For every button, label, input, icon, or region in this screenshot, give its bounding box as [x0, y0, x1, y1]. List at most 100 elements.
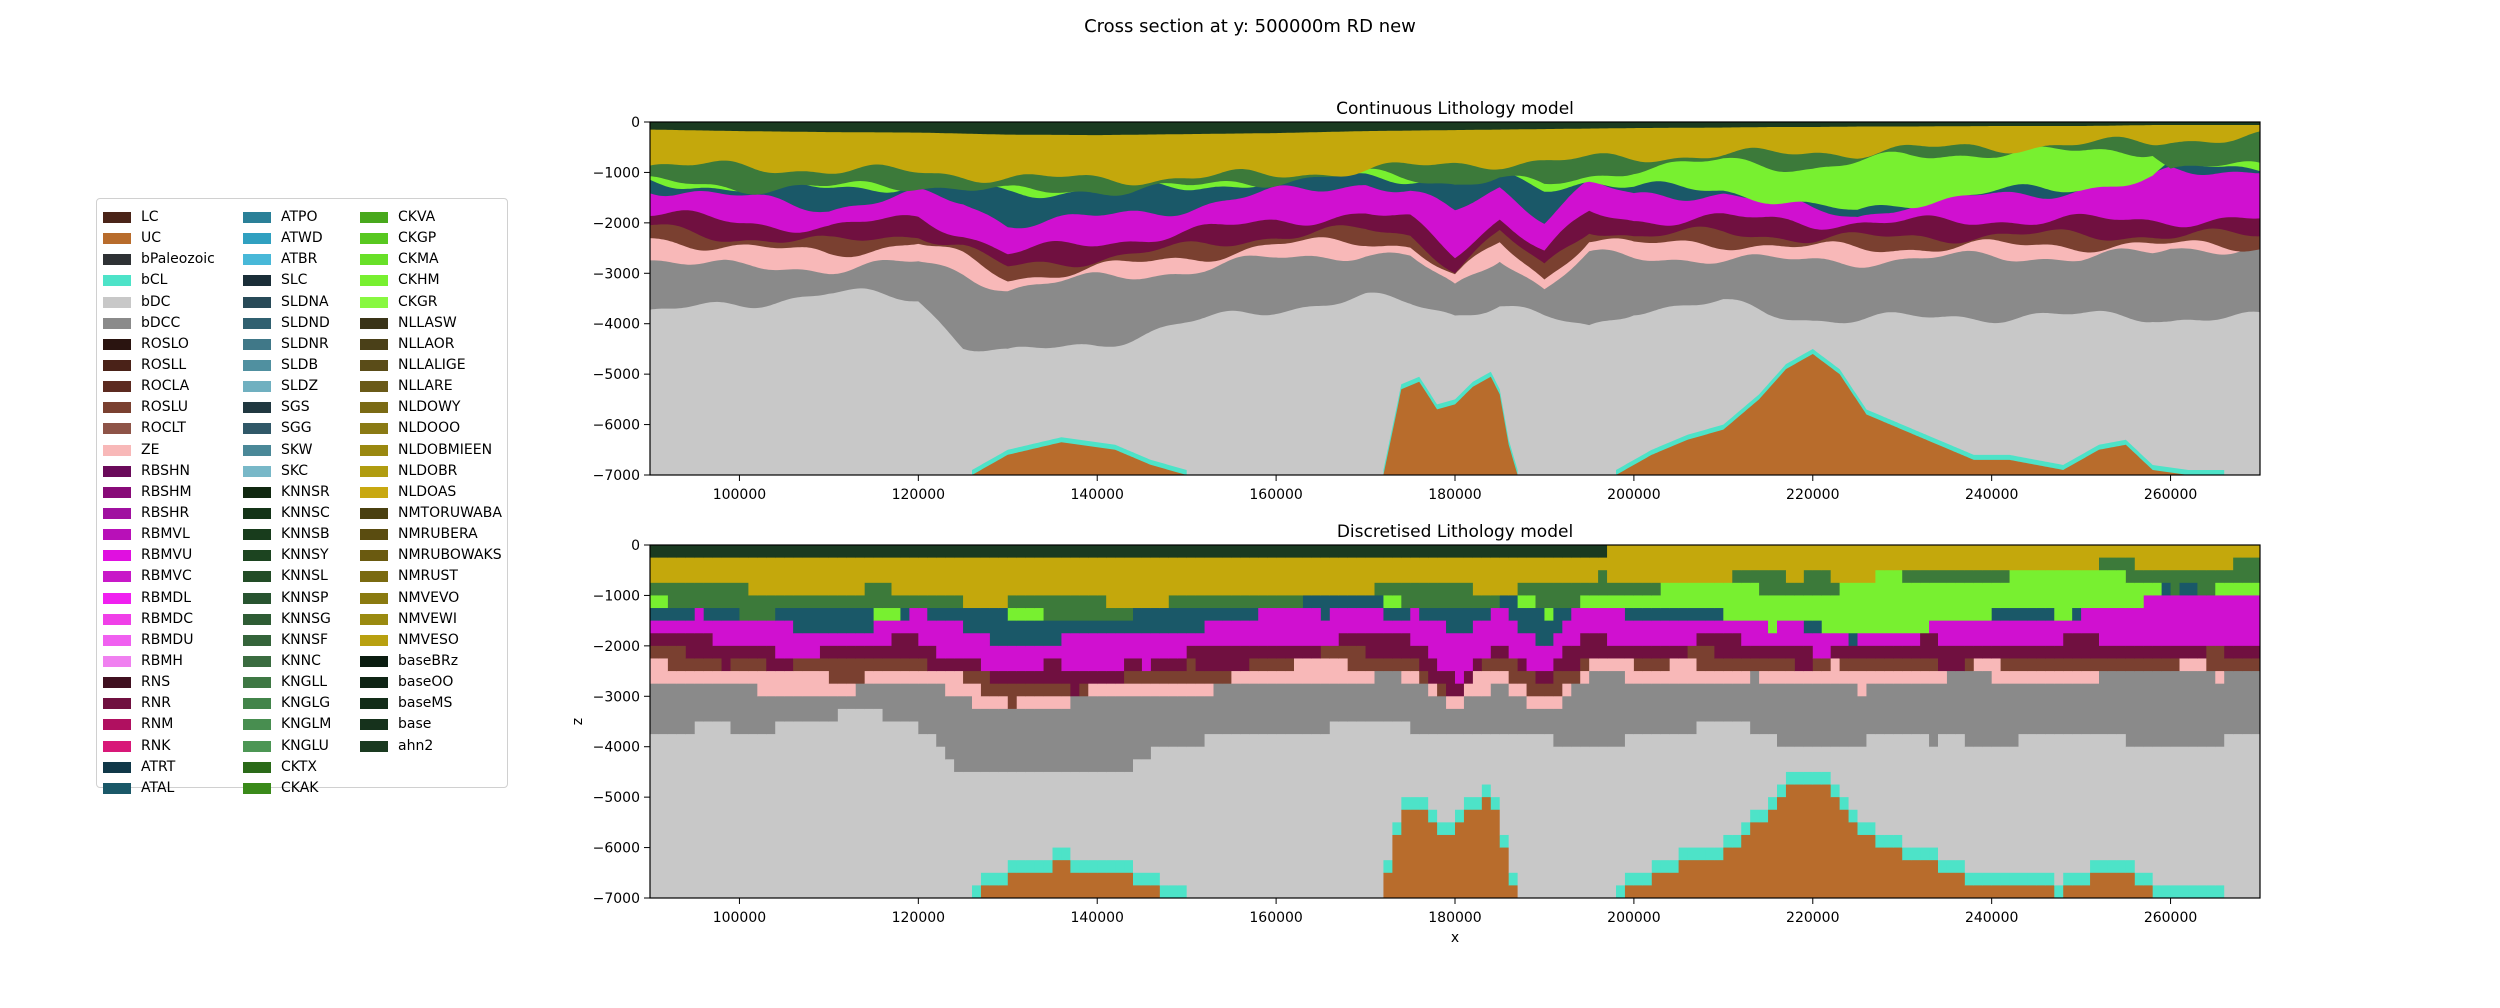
grid-cell [1642, 872, 1653, 886]
grid-cell [2224, 671, 2234, 735]
legend-swatch [243, 613, 271, 625]
grid-cell [1633, 620, 1644, 647]
grid-cell [2116, 570, 2127, 609]
continuous-axes: 100000 120000 140000 160000 180000 200000 2200… [593, 99, 2261, 503]
grid-cell [1302, 658, 1313, 685]
grid-cell [1392, 620, 1402, 634]
grid-cell [1830, 645, 1841, 659]
grid-cell [1276, 557, 1286, 596]
grid-cell [1428, 658, 1438, 685]
grid-cell [2251, 557, 2260, 584]
legend-swatch [360, 275, 388, 287]
grid-cell [1437, 696, 1447, 735]
legend-label: KNNSG [281, 610, 331, 627]
grid-cell [1168, 633, 1179, 659]
grid-cell [1705, 633, 1715, 647]
grid-cell [2206, 545, 2216, 571]
grid-cell [2206, 570, 2216, 596]
grid-cell [1973, 671, 1984, 748]
grid-cell [936, 746, 946, 898]
grid-cell [1410, 582, 1420, 609]
legend-swatch [103, 212, 131, 223]
grid-cell [1803, 633, 1814, 647]
grid-cell [1374, 671, 1384, 722]
grid-cell [936, 557, 946, 596]
grid-cell [1535, 734, 1545, 898]
grid-cell [2099, 734, 2109, 861]
grid-cell [757, 595, 767, 622]
grid-cell [1025, 671, 1036, 685]
legend-swatch [243, 296, 271, 308]
grid-cell [1115, 557, 1125, 609]
grid-cell [1991, 620, 2002, 647]
legend-swatch [103, 719, 131, 731]
grid-cell [1472, 658, 1483, 672]
grid-cell [1929, 633, 1939, 659]
legend-label: NLDOBMIEEN [398, 441, 493, 458]
grid-cell [1642, 734, 1653, 874]
grid-cell [1338, 683, 1349, 722]
grid-cell [1499, 608, 1510, 647]
grid-cell [1428, 608, 1438, 622]
grid-cell [703, 683, 714, 722]
grid-cell [1526, 582, 1536, 596]
grid-cell [1812, 545, 1823, 571]
grid-cell [721, 620, 731, 647]
grid-cell [1696, 860, 1706, 898]
grid-cell [2027, 734, 2037, 874]
grid-cell [1213, 683, 1223, 735]
grid-cell [1061, 595, 1071, 622]
grid-cell [1651, 608, 1662, 622]
grid-cell [784, 658, 794, 672]
grid-cell [918, 595, 928, 609]
grid-cell [972, 658, 982, 672]
grid-cell [802, 595, 812, 609]
grid-cell [1222, 734, 1232, 898]
grid-cell [1723, 847, 1733, 898]
grid-cell [1982, 570, 1993, 584]
grid-cell [927, 545, 937, 559]
grid-cell [1079, 696, 1089, 773]
grid-cell [1043, 557, 1053, 596]
grid-cell [1714, 582, 1724, 609]
grid-cell [1401, 620, 1411, 634]
grid-cell [712, 671, 723, 685]
grid-cell [1419, 620, 1429, 647]
grid-cell [1070, 557, 1080, 596]
grid-cell [1392, 557, 1402, 584]
grid-cell [1678, 582, 1689, 609]
grid-cell [1920, 860, 1930, 898]
grid-cell [1911, 582, 1921, 634]
grid-cell [811, 633, 821, 659]
grid-cell [2242, 658, 2252, 672]
grid-cell [1875, 570, 1885, 634]
grid-cell [963, 683, 973, 697]
grid-cell [1124, 608, 1134, 622]
grid-cell [1150, 746, 1161, 874]
grid-cell [1231, 557, 1241, 596]
grid-cell [1884, 633, 1894, 647]
grid-cell [1803, 771, 1814, 786]
grid-cell [1777, 570, 1787, 596]
grid-cell [2054, 683, 2064, 735]
grid-cell [730, 608, 740, 622]
grid-cell [1884, 734, 1894, 836]
grid-cell [1642, 683, 1653, 735]
grid-cell [900, 608, 910, 622]
grid-cell [882, 582, 892, 609]
grid-cell [918, 683, 928, 735]
grid-cell [1768, 683, 1778, 735]
grid-cell [712, 557, 723, 584]
grid-cell [1097, 633, 1107, 672]
grid-cell [1043, 872, 1053, 898]
grid-cell [1946, 582, 1957, 622]
grid-cell [1079, 872, 1089, 898]
grid-cell [2161, 658, 2172, 672]
grid-cell [784, 671, 794, 697]
grid-cell [900, 658, 910, 672]
grid-cell [1696, 721, 1706, 849]
grid-cell [1991, 570, 2002, 584]
legend-swatch [243, 275, 271, 287]
grid-cell [2090, 658, 2100, 672]
grid-cell [1857, 582, 1867, 634]
